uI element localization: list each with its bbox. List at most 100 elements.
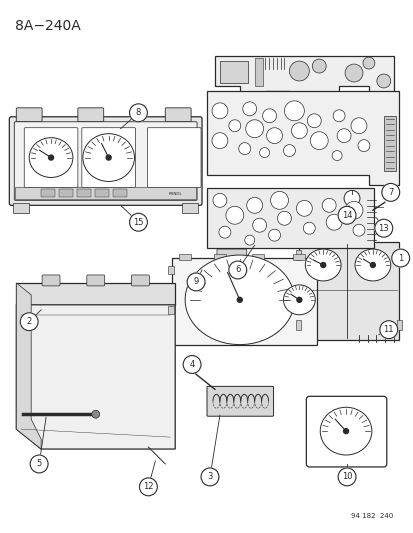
FancyBboxPatch shape <box>16 108 42 122</box>
FancyBboxPatch shape <box>14 122 197 200</box>
Polygon shape <box>299 242 398 340</box>
Circle shape <box>237 297 242 302</box>
FancyBboxPatch shape <box>87 275 104 286</box>
FancyBboxPatch shape <box>24 128 78 188</box>
Circle shape <box>320 263 325 268</box>
Circle shape <box>370 263 375 268</box>
Circle shape <box>129 104 147 122</box>
Text: 13: 13 <box>377 224 388 233</box>
Circle shape <box>270 191 288 209</box>
Polygon shape <box>206 188 373 248</box>
Circle shape <box>238 143 250 155</box>
Text: 14: 14 <box>341 211 351 220</box>
Text: 7: 7 <box>387 188 392 197</box>
Polygon shape <box>172 258 316 345</box>
Circle shape <box>362 57 374 69</box>
Bar <box>182 203 197 213</box>
Circle shape <box>211 103 227 119</box>
Text: 8A−240A: 8A−240A <box>15 19 81 33</box>
Bar <box>296 250 301 260</box>
Bar <box>59 189 73 197</box>
Polygon shape <box>206 91 398 185</box>
FancyBboxPatch shape <box>9 117 202 205</box>
FancyBboxPatch shape <box>165 108 191 122</box>
Bar <box>168 306 174 314</box>
Bar <box>41 189 55 197</box>
Circle shape <box>246 197 262 213</box>
Circle shape <box>245 120 263 138</box>
Circle shape <box>337 468 355 486</box>
Circle shape <box>277 211 291 225</box>
Circle shape <box>201 468 218 486</box>
Ellipse shape <box>354 249 390 281</box>
Bar <box>396 250 401 260</box>
Circle shape <box>296 297 301 302</box>
FancyBboxPatch shape <box>206 386 273 416</box>
Bar <box>296 290 301 300</box>
Circle shape <box>352 224 364 236</box>
Bar <box>219 61 247 83</box>
Circle shape <box>310 132 328 150</box>
Circle shape <box>379 321 397 338</box>
Circle shape <box>350 118 366 134</box>
Circle shape <box>225 206 243 224</box>
Bar <box>396 320 401 330</box>
Bar <box>293 254 305 260</box>
Polygon shape <box>16 305 175 449</box>
Circle shape <box>211 133 227 149</box>
Circle shape <box>283 144 295 157</box>
FancyBboxPatch shape <box>42 275 60 286</box>
Circle shape <box>139 478 157 496</box>
Circle shape <box>259 148 269 158</box>
Circle shape <box>187 273 204 291</box>
Circle shape <box>321 198 335 212</box>
Circle shape <box>343 190 359 206</box>
Text: PRNDL: PRNDL <box>168 192 182 196</box>
Text: 4: 4 <box>189 360 194 369</box>
Circle shape <box>332 110 344 122</box>
Bar <box>383 116 395 171</box>
Circle shape <box>344 201 362 219</box>
Text: 3: 3 <box>207 472 212 481</box>
Circle shape <box>391 249 408 267</box>
Ellipse shape <box>320 407 371 455</box>
Circle shape <box>357 140 369 151</box>
Circle shape <box>291 123 306 139</box>
Ellipse shape <box>305 249 340 281</box>
Circle shape <box>306 114 320 128</box>
Circle shape <box>48 155 53 160</box>
Circle shape <box>376 74 390 88</box>
Circle shape <box>343 429 348 434</box>
Circle shape <box>244 235 254 245</box>
Circle shape <box>106 155 111 160</box>
Circle shape <box>92 410 100 418</box>
Bar <box>254 58 262 86</box>
FancyBboxPatch shape <box>306 397 386 467</box>
Circle shape <box>266 128 282 144</box>
Circle shape <box>183 356 201 374</box>
Ellipse shape <box>29 138 73 177</box>
Circle shape <box>252 218 266 232</box>
Circle shape <box>311 59 325 73</box>
Circle shape <box>344 64 362 82</box>
Bar <box>251 254 263 260</box>
Text: 9: 9 <box>193 277 198 286</box>
Polygon shape <box>214 56 393 101</box>
Polygon shape <box>16 283 41 449</box>
Bar <box>13 203 29 213</box>
Circle shape <box>268 229 280 241</box>
Bar <box>95 189 108 197</box>
Polygon shape <box>16 283 175 305</box>
Circle shape <box>218 226 230 238</box>
Circle shape <box>242 102 256 116</box>
Circle shape <box>374 219 392 237</box>
Ellipse shape <box>83 134 134 181</box>
Bar <box>168 266 174 274</box>
Circle shape <box>284 101 304 121</box>
Circle shape <box>30 455 48 473</box>
FancyBboxPatch shape <box>131 275 149 286</box>
Text: 15: 15 <box>133 218 143 227</box>
Bar <box>77 189 90 197</box>
Circle shape <box>262 109 276 123</box>
Circle shape <box>336 129 350 143</box>
